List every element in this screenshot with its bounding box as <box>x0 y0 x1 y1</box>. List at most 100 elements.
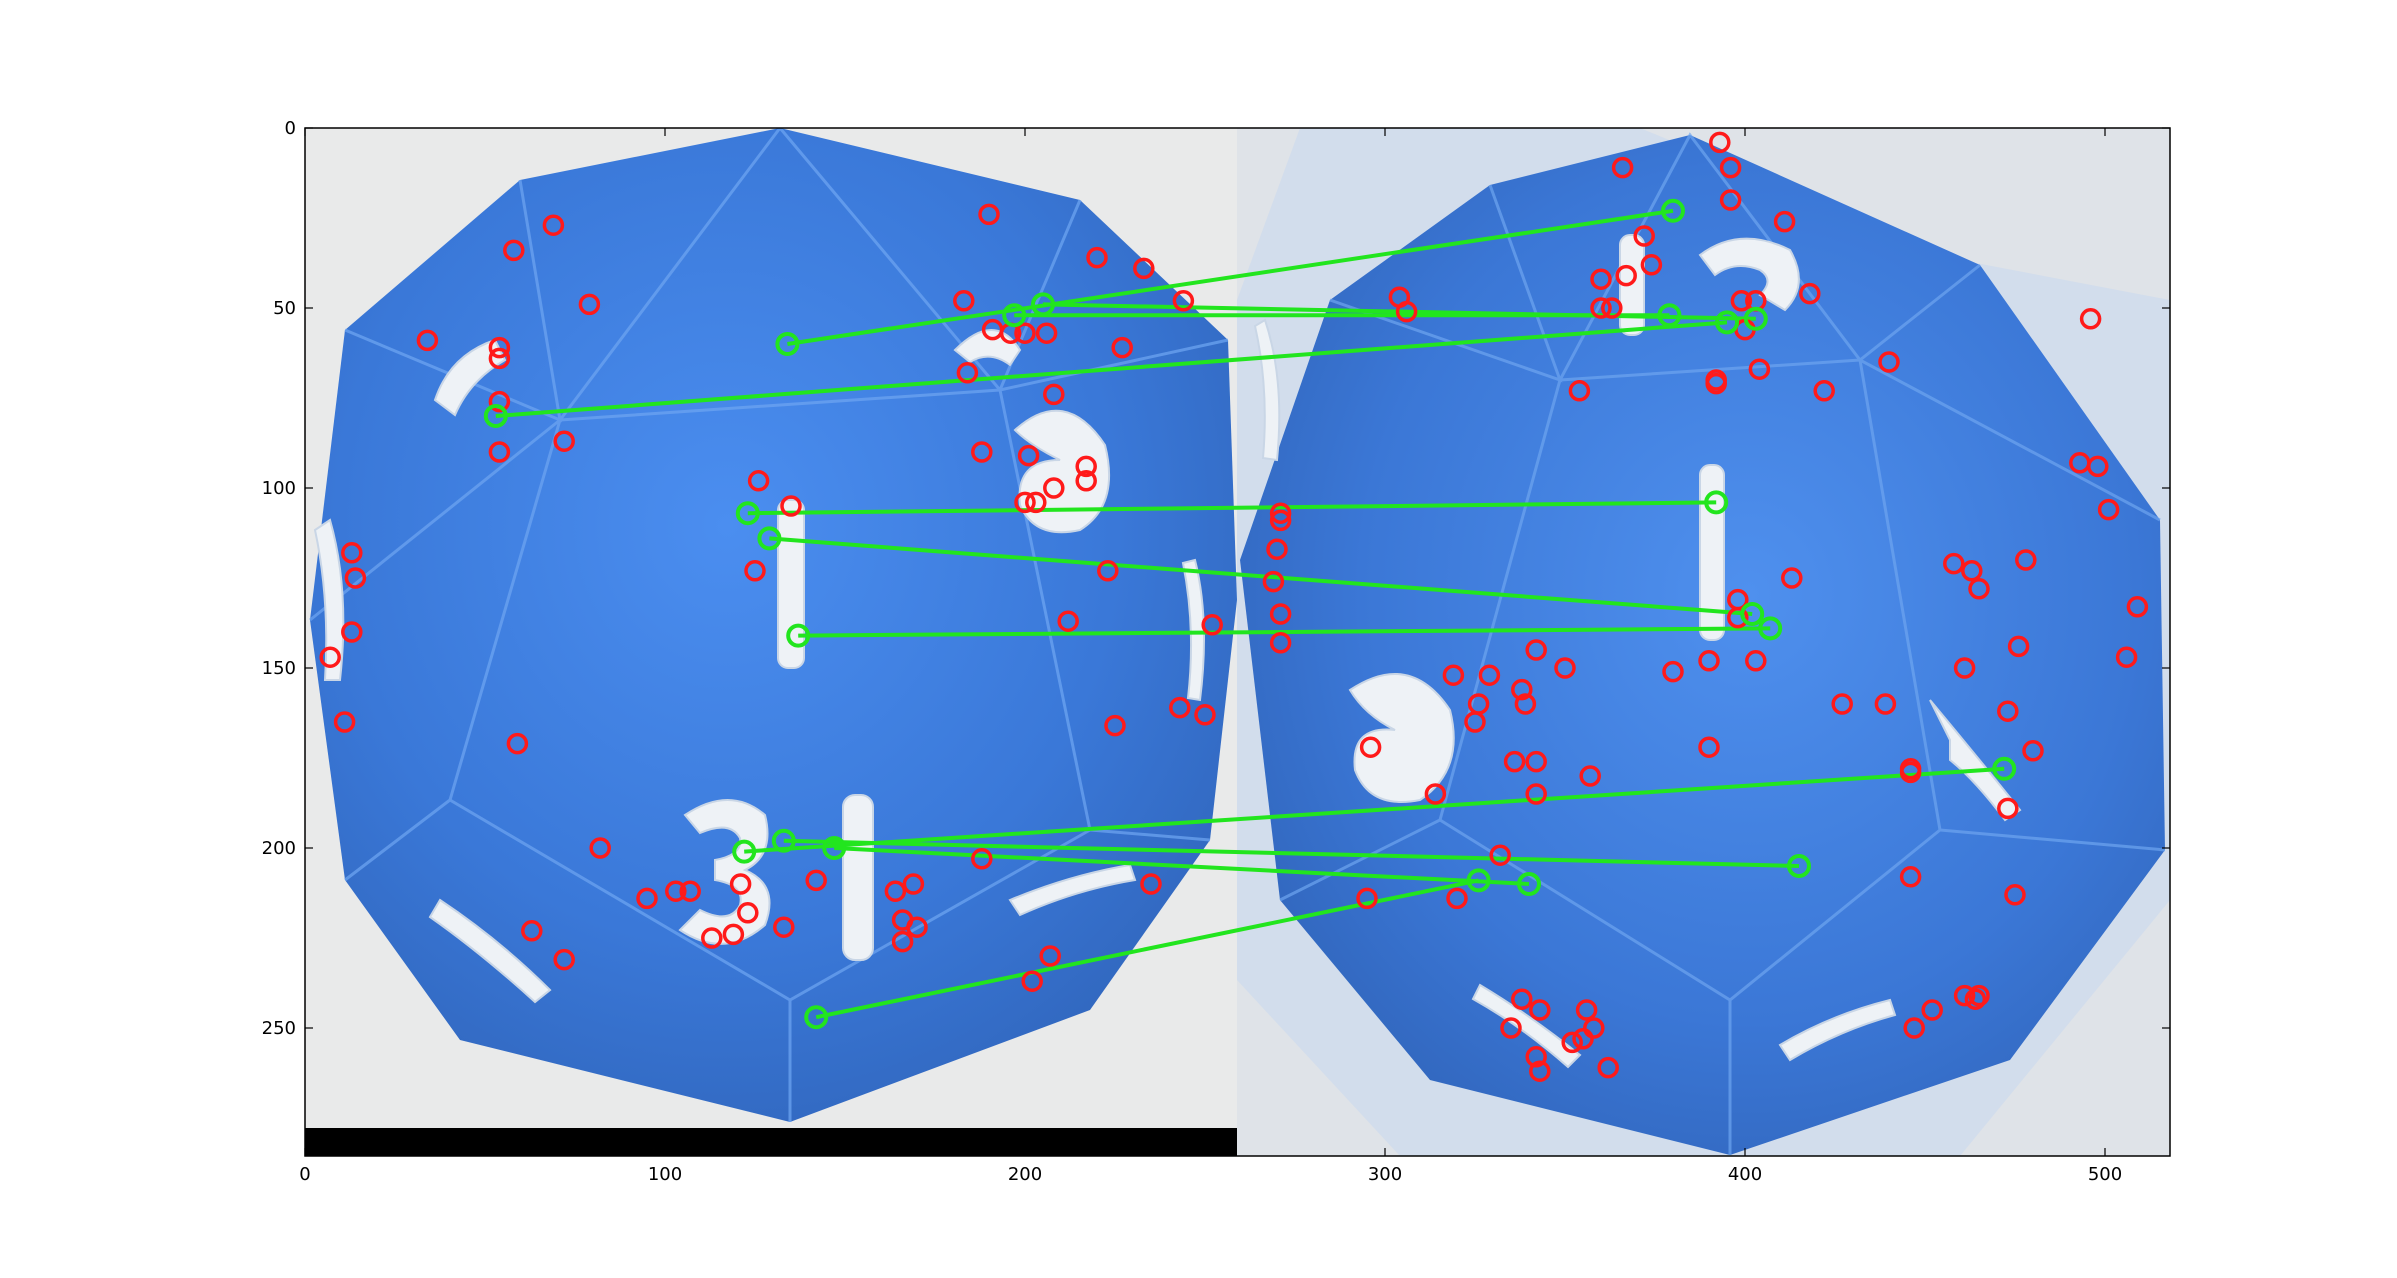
matched-keypoint-marker <box>483 404 508 428</box>
x-axis-ticks: 0 100 200 300 400 500 <box>299 128 2122 1185</box>
matched-keypoint-marker <box>1466 868 1491 893</box>
numeral-1b-right <box>1619 234 1645 336</box>
right-die-body <box>1240 135 2165 1155</box>
keypoint-marker <box>2097 498 2120 521</box>
y-axis-ticks: 0 50 100 150 200 250 <box>262 118 2170 1039</box>
keypoint-marker <box>1773 210 1796 233</box>
keypoint-marker <box>1172 290 1195 312</box>
y-tick-label: 0 <box>285 118 296 139</box>
numeral-13-left <box>678 799 771 945</box>
keypoint-marker <box>722 923 745 946</box>
keypoint-marker <box>1133 257 1155 280</box>
matched-keypoint-marker <box>732 839 757 864</box>
keypoint-marker <box>1111 336 1133 359</box>
keypoint-marker <box>971 848 993 870</box>
keypoint-marker <box>1572 1028 1594 1050</box>
keypoint-marker <box>2007 635 2030 658</box>
matched-keypoint-marker <box>1787 854 1811 878</box>
numeral-9-left <box>1013 409 1111 534</box>
y-tick-label: 100 <box>262 478 296 499</box>
keypoint-marker <box>1356 887 1378 910</box>
keypoint-marker <box>701 927 723 949</box>
keypoint-marker <box>1719 189 1742 211</box>
keypoint-marker <box>553 948 575 971</box>
keypoint-marker <box>1464 711 1486 733</box>
matched-keypoint-marker <box>1031 292 1055 317</box>
marking-bottom-left <box>428 898 552 1004</box>
keypoint-marker <box>1640 254 1663 276</box>
keypoint-marker <box>2015 549 2037 571</box>
keypoint-marker <box>488 347 511 370</box>
x-tick-label: 300 <box>1368 1164 1402 1185</box>
matched-keypoint-marker <box>1992 756 2017 781</box>
keypoint-marker <box>1057 610 1079 632</box>
matched-keypoint-marker <box>804 1005 829 1030</box>
keypoint-marker <box>1169 696 1191 719</box>
keypoint-marker <box>2004 884 2026 906</box>
keypoint-marker <box>1583 1017 1605 1039</box>
match-line <box>787 208 1674 346</box>
matched-keypoint-marker <box>757 526 782 551</box>
keypoint-marker <box>1097 560 1119 582</box>
keypoint-marker <box>1705 372 1727 395</box>
match-line <box>1042 302 1756 321</box>
keypoint-marker <box>1424 783 1447 805</box>
keypoint-marker <box>1514 693 1537 715</box>
keypoint-marker <box>506 732 529 755</box>
keypoint-marker <box>1035 322 1058 344</box>
keypoint-marker <box>1021 970 1043 992</box>
keypoint-marker <box>1359 736 1382 758</box>
keypoint-marker <box>1662 660 1684 683</box>
keypoint-marker <box>1025 491 1047 514</box>
left-photo <box>305 128 1237 1156</box>
keypoint-marker <box>1269 502 1292 524</box>
matched-keypoint-marker <box>786 623 811 648</box>
right-die-markings <box>1253 234 2022 1069</box>
keypoint-marker <box>503 239 525 262</box>
keypoint-marker <box>1698 650 1720 672</box>
keypoint-marker <box>1500 1017 1522 1039</box>
keypoint-marker <box>1831 693 1853 715</box>
keypoint-marker <box>1561 1031 1583 1054</box>
keypoint-marker <box>729 873 752 895</box>
keypoint-marker <box>1262 570 1285 593</box>
numeral-1-right <box>1699 464 1725 641</box>
keypoint-marker <box>1489 844 1511 866</box>
left-photo-black-bar <box>305 1128 1237 1156</box>
x-tick-label: 400 <box>1728 1164 1762 1185</box>
keypoint-marker <box>891 930 914 953</box>
keypoint-marker <box>1719 156 1742 179</box>
y-tick-label: 50 <box>273 298 296 319</box>
keypoint-marker <box>1899 866 1922 888</box>
keypoint-marker <box>488 441 511 463</box>
keypoint-marker <box>1579 765 1601 787</box>
keypoint-marker <box>1086 246 1108 269</box>
marking-left-side <box>313 518 345 681</box>
keypoint-marker <box>2115 646 2138 668</box>
keypoint-marker <box>521 920 543 942</box>
keypoint-marker <box>1525 750 1547 773</box>
keypoint-marker <box>2022 740 2044 762</box>
keypoint-marker <box>773 916 795 938</box>
matched-keypoint-marker <box>1517 872 1541 896</box>
keypoint-marker <box>1615 264 1637 287</box>
keypoint-marker <box>1997 700 2019 722</box>
match-line <box>769 536 1753 616</box>
keypoint-marker <box>1525 783 1547 805</box>
keypoint-marker <box>589 837 611 859</box>
keypoint-marker <box>1597 1056 1619 1079</box>
keypoint-marker <box>1899 761 1922 784</box>
keypoint-marker <box>1633 225 1655 247</box>
keypoint-marker <box>416 329 439 352</box>
keypoint-marker <box>1590 297 1612 319</box>
keypoint-marker <box>1554 657 1576 679</box>
axes-frame <box>304 127 2171 1157</box>
keypoint-marker <box>744 560 766 582</box>
keypoint-marker <box>1395 300 1418 323</box>
keypoint-marker <box>1201 614 1223 636</box>
match-line <box>798 626 1771 638</box>
keypoint-marker <box>1269 509 1292 532</box>
keypoint-marker <box>1529 1060 1551 1082</box>
keypoint-marker <box>488 336 511 359</box>
